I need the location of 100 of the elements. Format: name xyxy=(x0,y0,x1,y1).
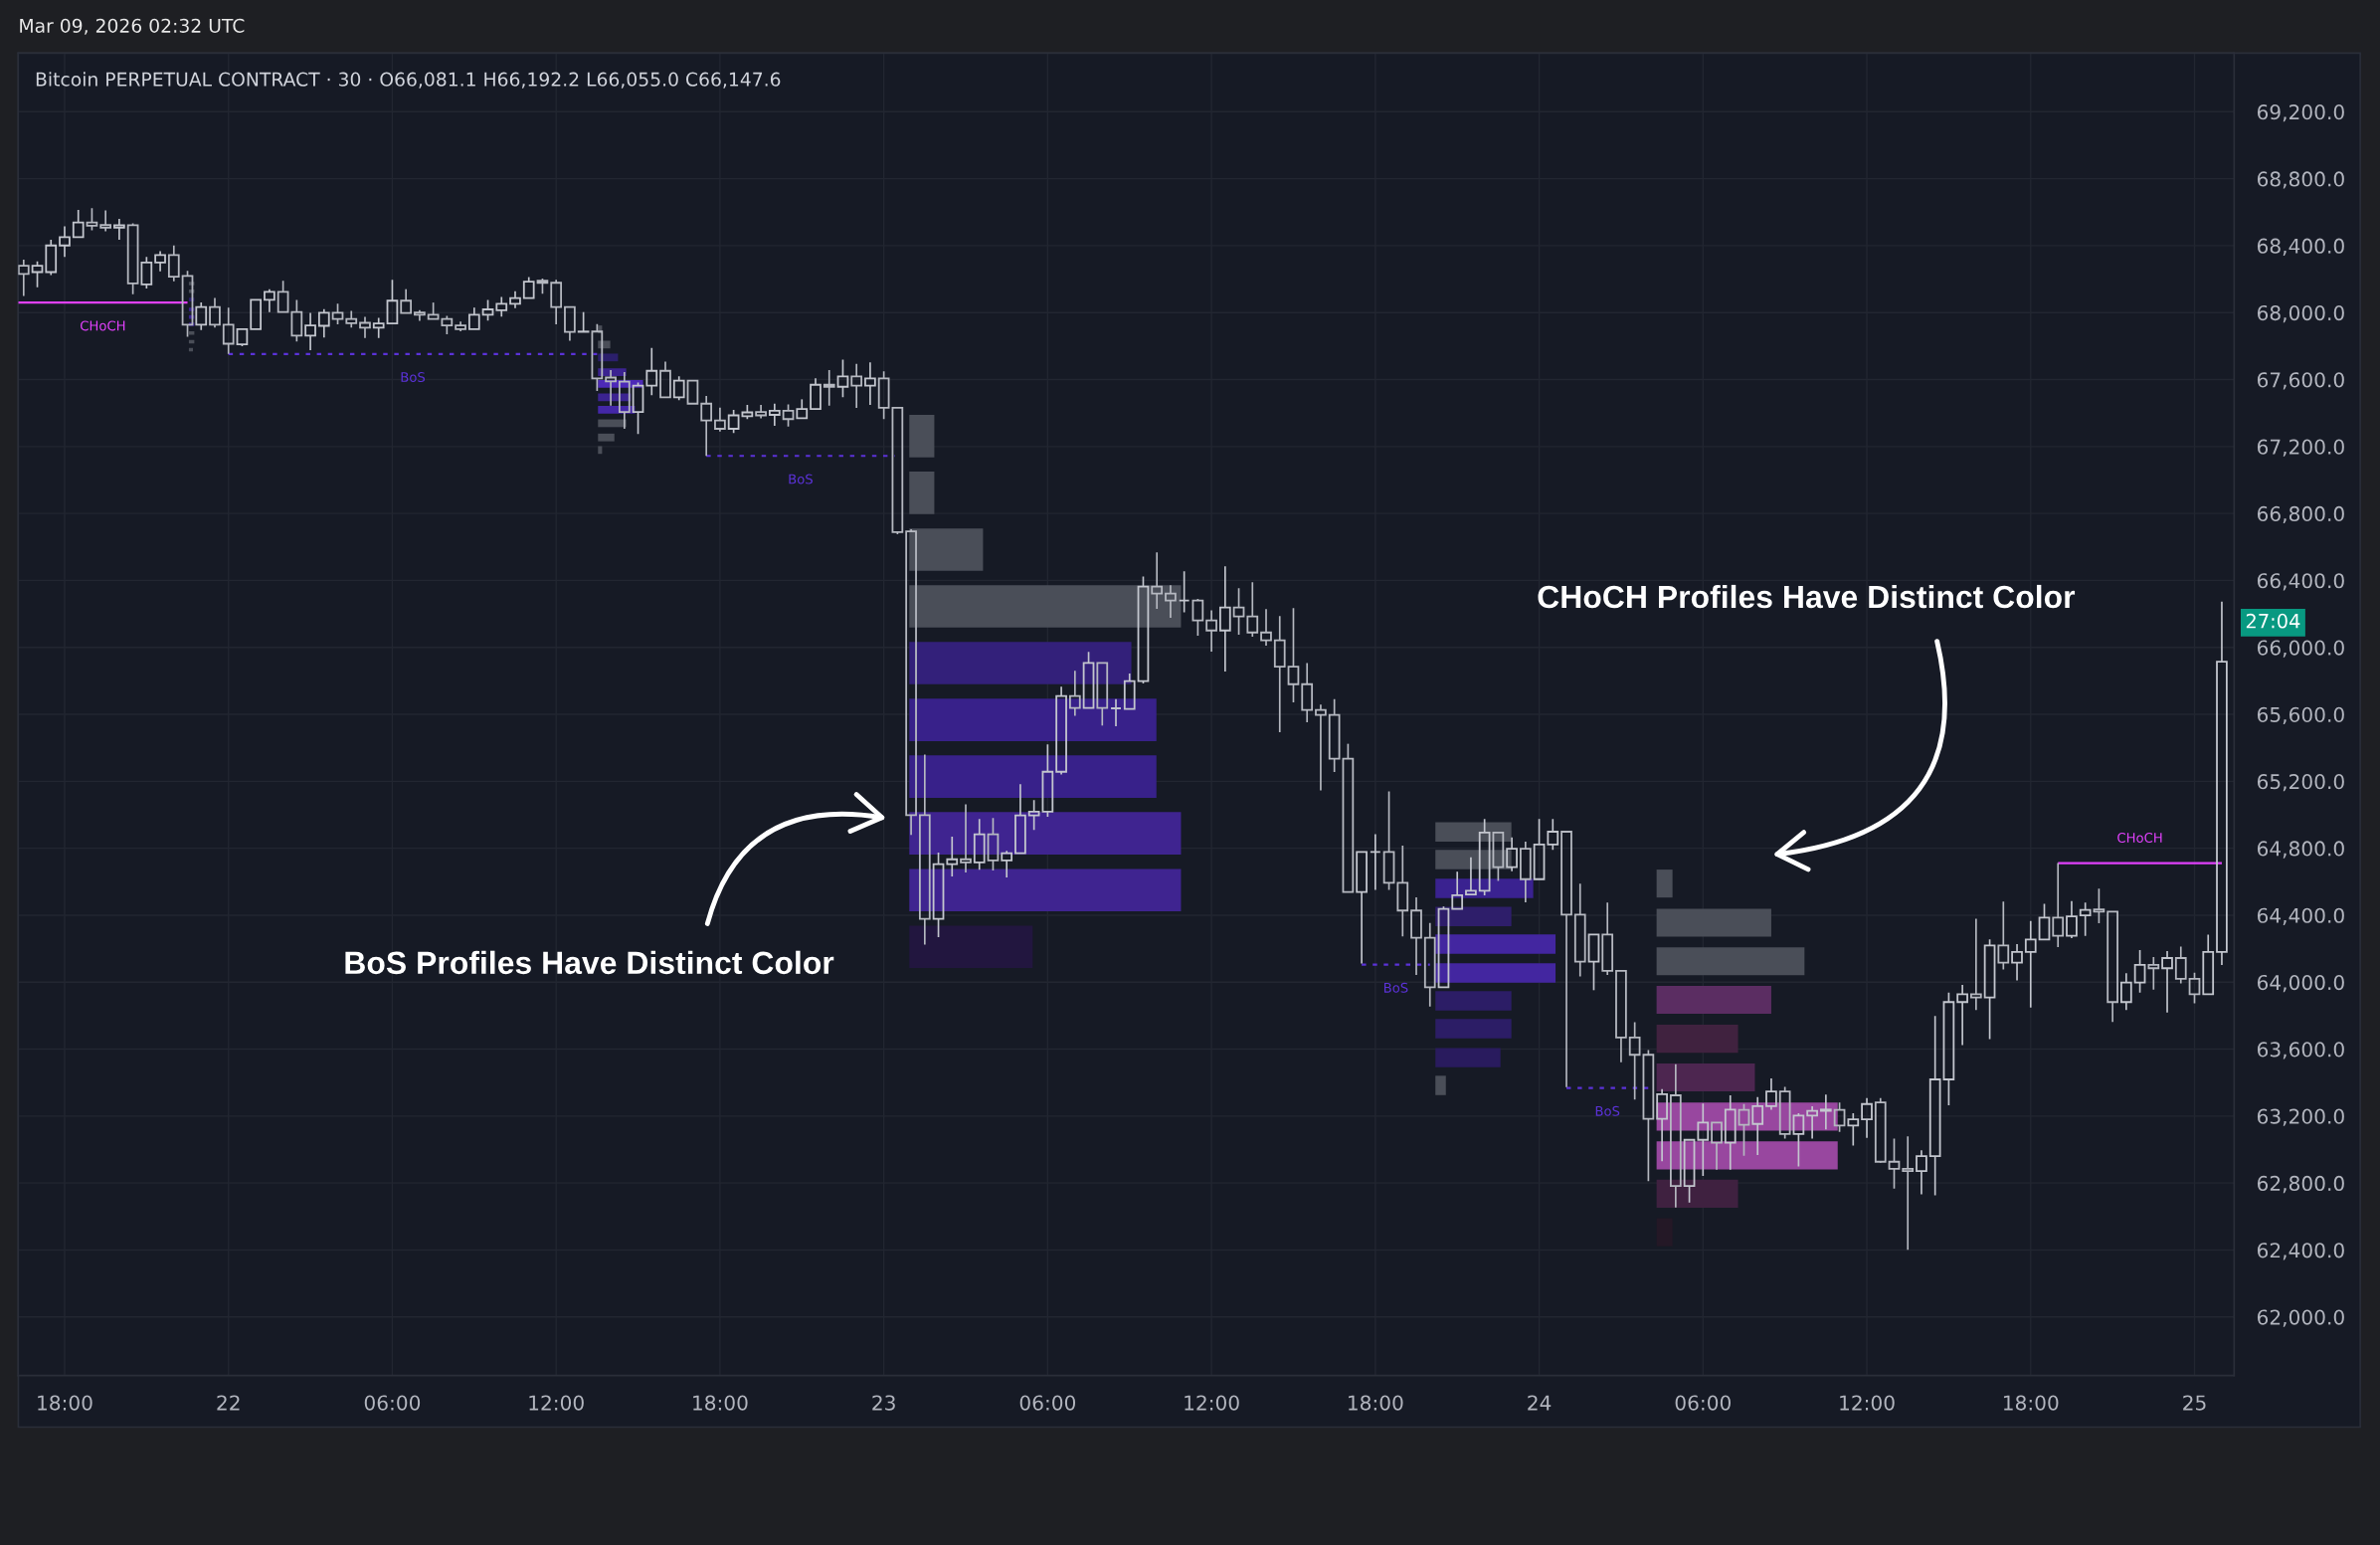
candlestick xyxy=(290,298,303,342)
y-tick-label: 62,400.0 xyxy=(2257,1243,2344,1260)
candlestick xyxy=(700,395,713,458)
candlestick xyxy=(605,369,617,407)
candlestick xyxy=(1273,615,1286,733)
candlestick xyxy=(86,207,98,232)
x-tick-label: 18:00 xyxy=(693,1395,748,1411)
candlestick xyxy=(1287,607,1300,703)
candlestick xyxy=(1628,1021,1641,1101)
x-tick-label: 06:00 xyxy=(1675,1395,1731,1411)
candlestick xyxy=(1328,697,1341,773)
candlestick xyxy=(167,244,180,283)
candlestick xyxy=(1519,841,1532,903)
candlestick xyxy=(2133,949,2146,994)
candlestick xyxy=(905,528,917,837)
candlestick xyxy=(1560,831,1572,1088)
candlestick xyxy=(1465,856,1477,895)
candlestick xyxy=(2216,600,2228,966)
candlestick xyxy=(1942,992,1955,1106)
candlestick xyxy=(1218,565,1231,673)
x-tick-label: 06:00 xyxy=(364,1395,421,1411)
x-tick-label: 18:00 xyxy=(1349,1395,1403,1411)
series-label: BoS xyxy=(1383,982,1408,993)
candlestick xyxy=(18,259,30,297)
candlestick xyxy=(714,406,726,433)
series-label: BoS xyxy=(401,372,426,383)
y-tick-label: 68,000.0 xyxy=(2257,304,2344,323)
candlestick xyxy=(2174,945,2187,985)
candlestick xyxy=(1765,1077,1777,1111)
candlestick xyxy=(1956,984,1968,1047)
candlestick xyxy=(1861,1096,1873,1139)
x-tick-label: 12:00 xyxy=(1185,1395,1239,1411)
candlestick xyxy=(1751,1095,1764,1156)
candlestick xyxy=(2147,956,2160,991)
y-tick-label: 69,200.0 xyxy=(2257,104,2344,122)
candlestick xyxy=(359,315,371,339)
candlestick xyxy=(1916,1149,1927,1196)
candlestick xyxy=(645,346,658,397)
candlestick xyxy=(632,381,644,436)
candlestick xyxy=(973,818,986,871)
candlestick xyxy=(1547,818,1559,852)
candlestick xyxy=(2093,887,2105,924)
y-tick-label: 63,600.0 xyxy=(2257,1042,2344,1060)
candlestick xyxy=(1027,799,1040,832)
candlestick xyxy=(1928,1015,1941,1197)
x-tick-label: 23 xyxy=(872,1395,895,1411)
candlestick xyxy=(1902,1135,1915,1252)
candlestick xyxy=(946,836,959,877)
candlestick xyxy=(2120,972,2132,1012)
candlestick xyxy=(495,295,508,318)
candlestick xyxy=(796,398,809,420)
candlestick xyxy=(2202,933,2215,996)
candlestick xyxy=(1738,1102,1750,1157)
candlestick xyxy=(932,852,945,938)
series-label: CHoCH xyxy=(80,320,125,331)
y-tick-label: 63,200.0 xyxy=(2257,1108,2344,1126)
candlestick xyxy=(1697,1102,1710,1177)
candlestick xyxy=(823,369,835,407)
candlestick xyxy=(987,817,1000,871)
candlestick xyxy=(1642,1049,1655,1183)
candlestick xyxy=(2066,899,2078,939)
candlestick xyxy=(1792,1112,1805,1168)
candlestick xyxy=(960,803,972,873)
candlestick xyxy=(45,239,58,277)
candlestick xyxy=(1888,1137,1901,1190)
text: Bitcoin PERPETUAL CONTRACT · 30 · O66,081.1 H66,192.2 L66,055.0 C66,147.6 xyxy=(36,72,781,89)
candlestick xyxy=(1806,1105,1818,1140)
candlestick xyxy=(1001,850,1013,878)
candlestick xyxy=(1096,662,1109,727)
candlestick xyxy=(1587,933,1600,992)
candlestick xyxy=(1315,703,1327,792)
candlestick xyxy=(850,362,863,409)
candlestick xyxy=(618,371,631,430)
candlestick xyxy=(1724,1094,1737,1171)
candlestick xyxy=(304,311,316,351)
candlestick xyxy=(768,402,781,427)
chart-subtitle: Mar 09, 2026 02:32 UTC xyxy=(20,18,245,35)
candlestick xyxy=(400,288,413,314)
candlestick xyxy=(877,370,890,421)
candlestick xyxy=(810,377,822,411)
candlestick xyxy=(317,307,330,339)
candlestick xyxy=(2079,901,2092,937)
candlestick xyxy=(1983,938,1996,1041)
y-tick-label: 65,600.0 xyxy=(2257,706,2344,725)
candlestick xyxy=(1396,845,1409,938)
candlestick xyxy=(1615,969,1627,1063)
candlestick xyxy=(1014,783,1026,855)
candlestick xyxy=(1246,581,1259,638)
candlestick xyxy=(564,305,576,342)
y-tick-label: 66,800.0 xyxy=(2257,505,2344,524)
candlestick xyxy=(113,218,125,241)
y-tick-label: 64,800.0 xyxy=(2257,841,2344,859)
candlestick xyxy=(1478,818,1491,896)
candlestick xyxy=(2106,910,2118,1024)
candlestick xyxy=(1410,896,1422,976)
candlestick xyxy=(1068,670,1081,717)
y-tick-label: 64,400.0 xyxy=(2257,907,2344,925)
candlestick xyxy=(1506,837,1518,872)
text: 27:04 xyxy=(2246,613,2300,629)
candlestick xyxy=(31,260,44,289)
